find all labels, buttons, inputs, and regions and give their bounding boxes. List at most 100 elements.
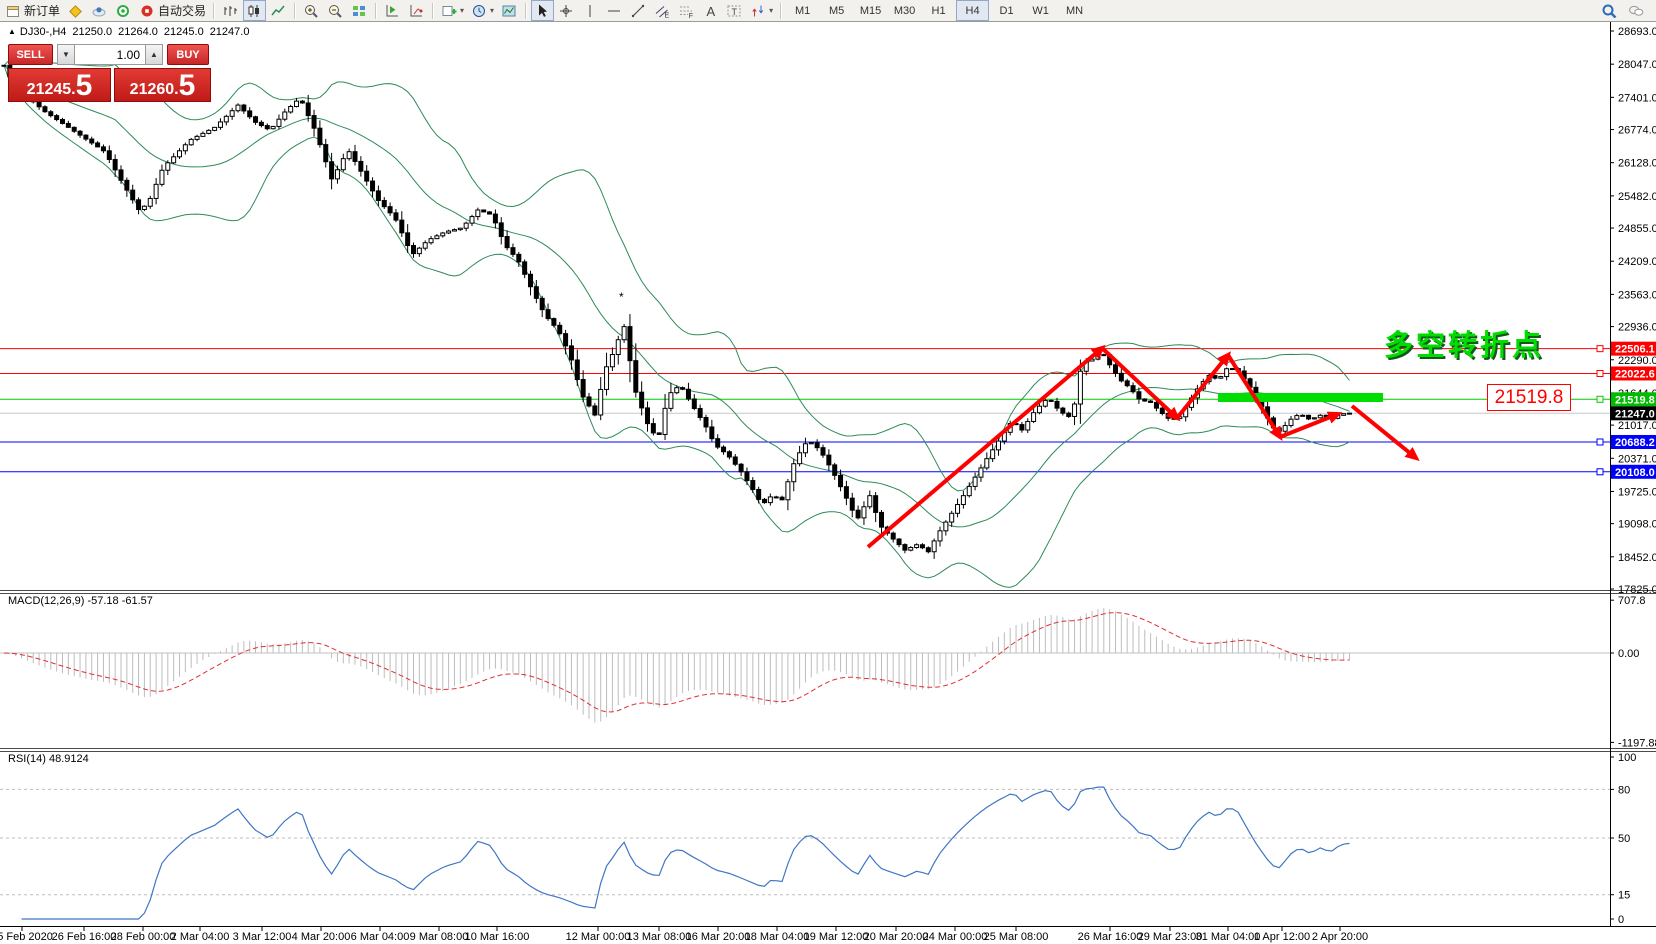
volume-increase-button[interactable]: ▲ [145, 44, 163, 65]
price-axis[interactable]: 28693.0 28047.0 27401.0 26774.0 26128.0 25482… [1610, 26, 1656, 926]
buy-price-button[interactable]: 21260. 5 [114, 68, 211, 102]
svg-text:80: 80 [1618, 784, 1630, 796]
template-button[interactable] [498, 0, 521, 21]
timeframe-mn-button[interactable]: MN [1066, 4, 1084, 17]
zoom-in-button[interactable] [300, 0, 323, 21]
tline-icon [631, 4, 645, 17]
svg-text:T: T [732, 6, 738, 16]
toolbar-separator [432, 2, 435, 19]
level-line-handle[interactable] [1596, 468, 1604, 476]
buy-button[interactable]: BUY [167, 44, 209, 65]
horizontal-line-button[interactable] [603, 0, 626, 21]
svg-text:50: 50 [1618, 833, 1630, 845]
chart-shift-button[interactable] [405, 0, 428, 21]
add-indicator-button[interactable]: ▾ [438, 0, 467, 21]
crosshair-button[interactable] [555, 0, 578, 21]
template-icon [502, 5, 516, 16]
trend-zigzag[interactable] [866, 344, 1420, 549]
toolbar-separator [213, 2, 216, 19]
svg-text:-1197.88: -1197.88 [1618, 737, 1656, 749]
timeframe-m5-button[interactable]: M5 [828, 4, 845, 17]
chart-window-button[interactable] [64, 0, 87, 21]
volume-decrease-button[interactable]: ▼ [57, 44, 75, 65]
chart-play-icon [386, 4, 399, 16]
symbol-period: DJ30-,H4 [19, 26, 67, 38]
level-line-handle[interactable] [1596, 395, 1604, 403]
zoom-out-button[interactable] [324, 0, 347, 21]
search-button[interactable] [1598, 0, 1621, 21]
timeframe-w1-button[interactable]: W1 [1032, 4, 1049, 17]
buy-price-dot: . [174, 81, 179, 98]
rsi-indicator-label: RSI(14) 48.9124 [8, 753, 89, 765]
arrows-button[interactable]: ▾ [747, 0, 776, 21]
main-toolbar: 新订单 自动交易 ▾ ▾ E F A T ▾ M1 M5 M15 M30 H1 H4 D1 W1 MN [0, 0, 1656, 22]
news-button[interactable] [112, 0, 135, 21]
support-highlight-bar[interactable] [1218, 393, 1383, 402]
label-icon: T [727, 5, 741, 16]
svg-text:26 Mar 16:00: 26 Mar 16:00 [1078, 931, 1143, 943]
community-button[interactable] [88, 0, 111, 21]
vline-icon [589, 4, 591, 17]
svg-text:19725.0: 19725.0 [1618, 486, 1656, 498]
timeframe-h4-button[interactable]: H4 [956, 0, 990, 21]
level-line-handle[interactable] [1596, 438, 1604, 446]
timeframe-m15-button[interactable]: M15 [859, 4, 882, 17]
trendline-button[interactable] [627, 0, 650, 21]
svg-text:10 Mar 16:00: 10 Mar 16:00 [465, 931, 530, 943]
bar-chart-mode-button[interactable] [219, 0, 242, 21]
svg-text:100: 100 [1618, 752, 1636, 764]
text-label-button[interactable]: T [723, 0, 746, 21]
autotrade-icon [141, 5, 153, 16]
svg-text:21519.8: 21519.8 [1615, 394, 1655, 406]
sell-button[interactable]: SELL [8, 44, 53, 65]
toolbar-right-group [1598, 0, 1654, 21]
price-level-label[interactable]: 21519.8 [1487, 384, 1571, 411]
new-order-button[interactable]: 新订单 [2, 0, 63, 21]
auto-trading-button[interactable]: 自动交易 [136, 0, 209, 21]
crosshair-icon [560, 4, 573, 17]
tile-windows-button[interactable] [348, 0, 371, 21]
chart-background [0, 22, 1656, 944]
volume-input[interactable] [75, 44, 145, 65]
period-selector-button[interactable]: ▾ [468, 0, 497, 21]
sell-price-button[interactable]: 21245. 5 [8, 68, 111, 102]
toolbar-separator [375, 2, 378, 19]
svg-text:19 Mar 12:00: 19 Mar 12:00 [804, 931, 869, 943]
textA-icon: A [707, 4, 716, 19]
ohlc-close: 21247.0 [209, 26, 250, 38]
level-line-handle[interactable] [1596, 345, 1604, 353]
line-chart-mode-button[interactable] [267, 0, 290, 21]
vertical-line-button[interactable] [579, 0, 602, 21]
svg-text:18452.0: 18452.0 [1618, 552, 1656, 564]
timeframe-h1-button[interactable]: H1 [931, 4, 946, 17]
add-ind-icon [442, 5, 457, 16]
equidistant-channel-button[interactable]: E [651, 0, 674, 21]
auto-scroll-button[interactable] [381, 0, 404, 21]
macd-pane[interactable] [0, 608, 1610, 723]
rsi-pane[interactable] [0, 786, 1610, 920]
svg-text:26774.0: 26774.0 [1618, 125, 1656, 137]
timeframe-d1-button[interactable]: D1 [999, 4, 1014, 17]
svg-text:20108.0: 20108.0 [1615, 467, 1655, 479]
svg-text:28 Feb 00:00: 28 Feb 00:00 [111, 931, 176, 943]
clock-icon [473, 4, 486, 17]
cursor-button[interactable] [531, 0, 555, 21]
buy-price-main: 21260 [129, 81, 175, 98]
cursor-icon [539, 4, 548, 17]
timeframe-m30-button[interactable]: M30 [893, 4, 916, 17]
level-line-handle[interactable] [1596, 369, 1604, 377]
text-button[interactable]: A [699, 0, 722, 21]
chat-button[interactable] [1625, 0, 1648, 21]
fibonacci-button[interactable]: F [675, 0, 698, 21]
zoom-in-icon [305, 4, 318, 18]
sell-price-main: 21245 [26, 81, 72, 98]
candlestick-mode-button[interactable] [243, 0, 267, 21]
time-axis-background[interactable] [0, 927, 1656, 944]
svg-text:27401.0: 27401.0 [1618, 92, 1656, 104]
timeframe-m1-button[interactable]: M1 [794, 4, 811, 17]
svg-text:23563.0: 23563.0 [1618, 289, 1656, 301]
forecast-arrow[interactable] [1350, 404, 1420, 462]
